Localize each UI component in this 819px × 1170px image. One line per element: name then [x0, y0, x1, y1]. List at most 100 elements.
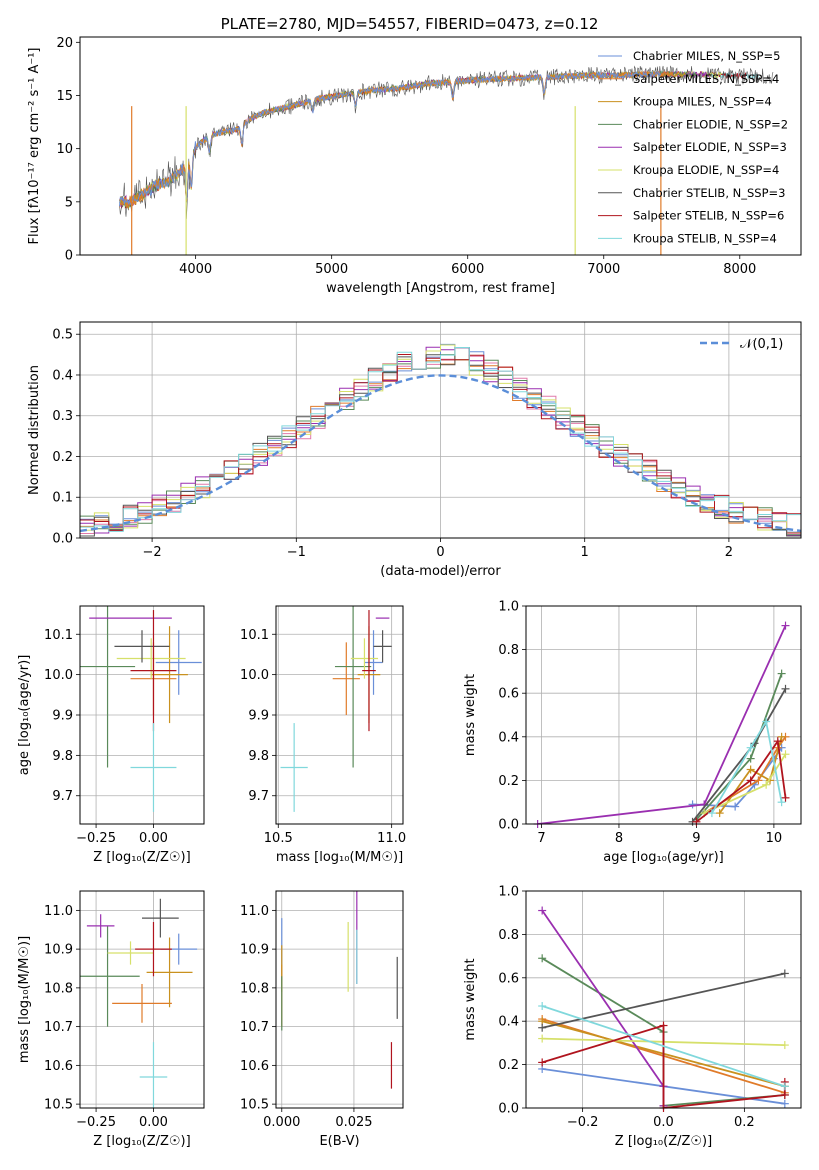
y-tick-label: 11.0: [240, 904, 269, 919]
legend-label: Salpeter ELODIE, N_SSP=3: [633, 140, 787, 154]
axes-frame: [79, 605, 205, 825]
x-axis-label: Z [log₁₀(Z/Z☉)]: [93, 1134, 190, 1149]
normal-curve: [80, 374, 801, 533]
y-tick-label: 9.8: [52, 749, 73, 764]
plus-marker: [777, 669, 786, 678]
axes-frame: [79, 890, 205, 1109]
error-bar-point: [107, 941, 154, 965]
y-tick-label: 10.0: [240, 668, 269, 683]
error-bar-point: [350, 638, 379, 679]
y-tick-label: 10.9: [240, 943, 269, 958]
mass-weight-series-8: [695, 738, 787, 823]
plus-marker: [538, 1058, 547, 1067]
y-axis-label: Normed distribution: [27, 365, 42, 495]
legend-label: Salpeter STELIB, N_SSP=6: [633, 209, 784, 223]
plus-marker: [659, 1021, 668, 1030]
plus-marker: [538, 906, 547, 915]
axes-frame: [79, 36, 802, 256]
y-tick-label: 0.8: [498, 643, 519, 658]
x-tick-label: 10.5: [264, 831, 293, 846]
y-tick-label: 15: [56, 89, 73, 104]
plus-marker: [746, 765, 755, 774]
x-tick-label: 0.0: [653, 1115, 674, 1130]
y-tick-label: 10.9: [44, 943, 73, 958]
x-tick-label: 7: [537, 831, 545, 846]
error-bar-point: [130, 723, 177, 812]
x-axis-label: E(B-V): [319, 1134, 359, 1149]
error-bar-point: [139, 1042, 168, 1108]
y-tick-label: 10.6: [44, 1059, 73, 1074]
y-tick-label: 10.0: [44, 668, 73, 683]
mass-weight-series-9: [541, 1005, 786, 1088]
y-tick-label: 10.8: [44, 981, 73, 996]
chart-panel-3: −0.25 0.00 9.7 9.8 9.9 10.0 10.1 Z [log₁₀(Z/Z☉)…: [17, 605, 205, 865]
plus-marker: [781, 684, 790, 693]
plus-marker: [746, 743, 755, 752]
axes-frame: [275, 890, 404, 1109]
axes-frame: [275, 605, 404, 825]
error-bar-point: [80, 925, 140, 1027]
x-tick-label: 0.000: [263, 1115, 300, 1130]
y-tick-label: 1.0: [498, 600, 519, 615]
y-axis-label: mass [log₁₀(M/M☉)]: [17, 936, 32, 1063]
plus-marker: [777, 732, 786, 741]
spectrum-line-2: [119, 70, 674, 209]
error-bar-point: [130, 610, 177, 732]
x-tick-label: 0.2: [734, 1115, 755, 1130]
plus-marker: [754, 776, 763, 785]
y-tick-label: 10: [56, 142, 73, 157]
y-tick-label: 9.7: [52, 789, 73, 804]
chart-panel-8: −0.2 0.0 0.2 0.0 0.2 0.4 0.6 0.8 1.0 Z [log₁₀(Z/Z…: [463, 885, 802, 1149]
error-bar-point: [373, 630, 392, 663]
y-tick-label: 0.6: [498, 687, 519, 702]
legend-label: Chabrier STELIB, N_SSP=3: [633, 186, 785, 200]
axes-frame: [79, 321, 802, 539]
plus-marker: [780, 1090, 789, 1099]
plus-marker: [688, 800, 697, 809]
y-tick-label: 0.4: [498, 730, 519, 745]
plus-marker: [538, 1034, 547, 1043]
chart-panel-7: 0.000 0.025 10.5 10.6 10.7 10.8 10.9 11.0 E(B-V): [240, 890, 404, 1149]
y-tick-label: 10.6: [240, 1059, 269, 1074]
x-tick-label: 7000: [587, 262, 620, 277]
y-tick-label: 20: [56, 36, 73, 51]
plus-marker: [780, 1099, 789, 1108]
y-tick-label: 10.8: [240, 981, 269, 996]
error-bar-point: [112, 984, 172, 1023]
x-tick-label: −0.2: [567, 1115, 599, 1130]
y-tick-label: 0.0: [498, 1102, 519, 1117]
y-tick-label: 0.1: [52, 491, 73, 506]
legend-label: Kroupa ELODIE, N_SSP=4: [633, 163, 779, 177]
chart-title: PLATE=2780, MJD=54557, FIBERID=0473, z=0…: [221, 15, 599, 33]
legend-label: Salpeter MILES, N_SSP=4: [633, 72, 779, 86]
x-tick-label: −0.25: [76, 1115, 116, 1130]
y-tick-label: 10.7: [240, 1020, 269, 1035]
y-axis-label: mass weight: [463, 674, 478, 756]
plus-marker: [762, 780, 771, 789]
histogram-series-9: [80, 347, 801, 537]
y-tick-label: 1.0: [498, 885, 519, 900]
x-tick-label: −0.25: [76, 831, 116, 846]
plus-marker: [731, 802, 740, 811]
y-tick-label: 9.9: [248, 709, 269, 724]
error-bar-point: [80, 606, 136, 768]
y-tick-label: 0.5: [52, 328, 73, 343]
y-tick-label: 10.7: [44, 1020, 73, 1035]
y-tick-label: 0.8: [498, 928, 519, 943]
mass-weight-series-5: [537, 625, 787, 824]
legend-label: Chabrier ELODIE, N_SSP=2: [633, 117, 788, 131]
plus-marker: [762, 717, 771, 726]
plus-marker: [780, 1082, 789, 1091]
plus-marker: [777, 798, 786, 807]
y-tick-label: 9.7: [248, 789, 269, 804]
x-axis-label: mass [log₁₀(M/M☉)]: [276, 850, 403, 865]
y-tick-label: 9.8: [248, 749, 269, 764]
x-tick-label: 2: [725, 545, 733, 560]
chart-panel-1: 4000 5000 6000 7000 8000 0 5 10 15 20 wavelength […: [27, 15, 802, 296]
x-axis-label: wavelength [Angstrom, rest frame]: [326, 281, 555, 296]
error-bar-point: [334, 606, 372, 768]
error-bar-point: [116, 638, 186, 679]
y-axis-label: Flux [fλ10⁻¹⁷ erg cm⁻² s⁻¹ A⁻¹]: [27, 48, 42, 245]
chart-panel-6: −0.25 0.00 10.5 10.6 10.7 10.8 10.9 11.0 Z [log₁…: [17, 890, 205, 1149]
legend-label: Kroupa MILES, N_SSP=4: [633, 95, 772, 109]
